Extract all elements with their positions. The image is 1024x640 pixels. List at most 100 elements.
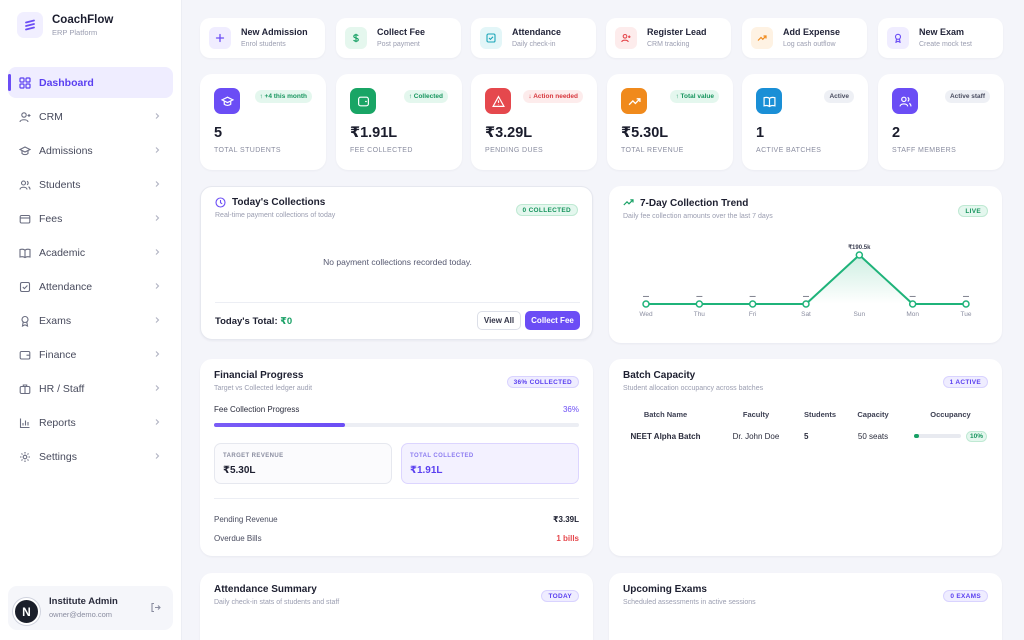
avatar[interactable]: N	[13, 598, 40, 625]
chart-point[interactable]	[962, 300, 970, 308]
table-row[interactable]: NEET Alpha Batch Dr. John Doe 5 50 seats…	[617, 421, 997, 451]
attendance-subtitle: Daily check-in stats of students and sta…	[214, 599, 340, 606]
stat-value: 5	[214, 125, 223, 141]
table-header-row: Batch Name Faculty Students Capacity Occ…	[617, 407, 997, 421]
stat-badge: ↑ Collected	[403, 90, 448, 103]
clock-icon	[215, 197, 226, 211]
stat-label: FEE COLLECTED	[350, 147, 413, 154]
sidebar-item-academic[interactable]: Academic	[8, 237, 173, 268]
quick-action-title: New Exam	[919, 27, 965, 37]
chevron-right-icon	[153, 383, 161, 395]
collections-panel: Today's Collections Real-time payment co…	[200, 186, 593, 340]
sidebar-item-attendance[interactable]: Attendance	[8, 271, 173, 302]
collect-fee-button[interactable]: Collect Fee	[525, 311, 580, 330]
wallet-icon	[19, 349, 31, 361]
attendance-title: Attendance Summary	[214, 584, 317, 595]
chart-point[interactable]	[908, 300, 917, 308]
overdue-bills-label: Overdue Bills	[214, 534, 262, 543]
sidebar-item-settings[interactable]: Settings	[8, 441, 173, 472]
column-header: Batch Name	[643, 409, 688, 419]
briefcase-icon	[19, 383, 31, 395]
chart-point[interactable]	[642, 300, 650, 308]
users-icon	[19, 179, 31, 191]
chevron-right-icon	[153, 179, 161, 191]
chevron-right-icon	[153, 247, 161, 259]
wallet-icon	[350, 88, 376, 114]
occupancy-bar	[913, 434, 961, 438]
quick-action-title: Attendance	[512, 27, 562, 37]
stat-label: STAFF MEMBERS	[892, 147, 957, 154]
chevron-right-icon	[153, 451, 161, 463]
stat-value: ₹3.29L	[485, 125, 533, 141]
quick-action-subtitle: Post payment	[377, 41, 420, 48]
logout-icon[interactable]	[150, 602, 161, 616]
trend-up-icon	[751, 27, 773, 49]
stat-label: TOTAL REVENUE	[621, 147, 684, 154]
chart-point[interactable]	[855, 251, 864, 259]
stat-card-total-revenue[interactable]: ↑ Total value ₹5.30L TOTAL REVENUE	[607, 74, 733, 170]
target-revenue-label: TARGET REVENUE	[223, 453, 284, 459]
sidebar-item-finance[interactable]: Finance	[8, 339, 173, 370]
sidebar-item-crm[interactable]: CRM	[8, 101, 173, 132]
sidebar-item-students[interactable]: Students	[8, 169, 173, 200]
sidebar-item-label: Students	[39, 178, 81, 191]
occupancy-bar-fill	[913, 434, 919, 438]
exams-subtitle: Scheduled assessments in active sessions	[623, 599, 756, 606]
book-icon	[19, 247, 31, 259]
sidebar-item-label: Exams	[39, 314, 72, 327]
sidebar-item-label: Dashboard	[39, 76, 94, 89]
quick-action-title: Register Lead	[647, 27, 707, 37]
chart-point[interactable]	[695, 300, 704, 308]
occupancy-cell: 10%	[904, 421, 997, 451]
batch-name-cell: NEET Alpha Batch	[630, 431, 701, 441]
stat-card-active-batches[interactable]: Active 1 ACTIVE BATCHES	[742, 74, 868, 170]
chart-data-label: —	[643, 294, 649, 300]
chart-point[interactable]	[748, 300, 757, 308]
stat-card-fee-collected[interactable]: ↑ Collected ₹1.91L FEE COLLECTED	[336, 74, 462, 170]
target-revenue-value: ₹5.30L	[223, 465, 256, 476]
sidebar-item-reports[interactable]: Reports	[8, 407, 173, 438]
capacity-cell: 50 seats	[857, 431, 889, 441]
sidebar-item-hr-staff[interactable]: HR / Staff	[8, 373, 173, 404]
chart-x-tick-label: Sun	[854, 311, 866, 318]
logo-icon	[17, 12, 43, 38]
sidebar-item-dashboard[interactable]: Dashboard	[8, 67, 173, 98]
chevron-right-icon	[153, 349, 161, 361]
financial-badge: 36% COLLECTED	[506, 376, 579, 388]
batch-title: Batch Capacity	[623, 370, 696, 381]
quick-action-collect-fee[interactable]: Collect Fee Post payment	[336, 18, 461, 58]
user-card[interactable]: N Institute Admin owner@demo.com	[8, 586, 173, 630]
chart-point[interactable]	[802, 300, 810, 308]
view-all-button[interactable]: View All	[477, 311, 521, 330]
progress-bar-fill	[214, 423, 346, 427]
stat-value: ₹1.91L	[350, 125, 398, 141]
user-email: owner@demo.com	[49, 610, 113, 619]
overdue-bills-value: 1 bills	[556, 534, 579, 543]
stat-card-pending-dues[interactable]: ↓ Action needed ₹3.29L PENDING DUES	[471, 74, 597, 170]
brand[interactable]: CoachFlow ERP Platform	[17, 12, 113, 38]
sidebar-item-fees[interactable]: Fees	[8, 203, 173, 234]
stat-card-staff-members[interactable]: Active staff 2 STAFF MEMBERS	[878, 74, 1004, 170]
stat-card-total-students[interactable]: ↑ +4 this month 5 TOTAL STUDENTS	[200, 74, 326, 170]
trend-up-icon	[621, 88, 647, 114]
quick-action-attendance[interactable]: Attendance Daily check-in	[471, 18, 596, 58]
column-header: Students	[803, 409, 837, 419]
chevron-right-icon	[153, 111, 161, 123]
trend-subtitle: Daily fee collection amounts over the la…	[623, 213, 773, 220]
column-header: Capacity	[857, 409, 889, 419]
target-revenue-card: TARGET REVENUE ₹5.30L	[214, 443, 392, 484]
quick-action-subtitle: Create mock test	[919, 41, 972, 48]
stat-badge: Active staff	[944, 90, 990, 103]
sidebar-nav: Dashboard CRM Admissions Students Fees A…	[8, 67, 173, 475]
quick-action-add-expense[interactable]: Add Expense Log cash outflow	[742, 18, 867, 58]
quick-action-new-exam[interactable]: New Exam Create mock test	[878, 18, 1003, 58]
plus-icon	[209, 27, 231, 49]
sidebar-item-exams[interactable]: Exams	[8, 305, 173, 336]
quick-action-new-admission[interactable]: New Admission Enrol students	[200, 18, 325, 58]
user-plus-icon	[19, 111, 31, 123]
collections-badge: 0 COLLECTED	[515, 204, 578, 216]
quick-action-register-lead[interactable]: Register Lead CRM tracking	[606, 18, 731, 58]
sidebar-item-label: Attendance	[39, 280, 93, 293]
sidebar-item-admissions[interactable]: Admissions	[8, 135, 173, 166]
graduation-cap-icon	[19, 145, 31, 157]
